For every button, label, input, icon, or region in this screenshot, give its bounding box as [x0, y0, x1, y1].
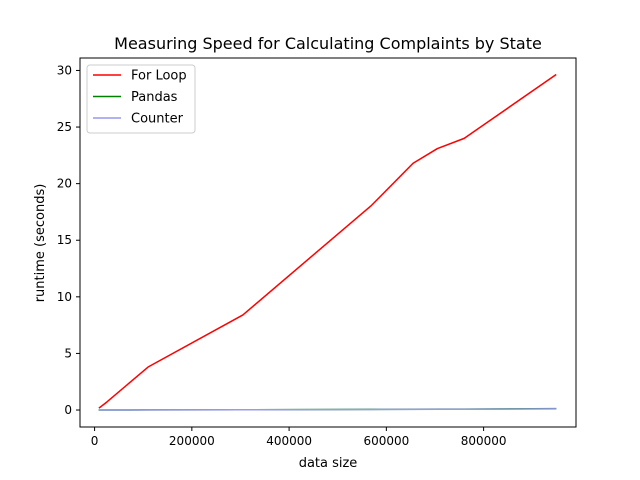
x-tick-label: 600000	[363, 434, 409, 448]
x-axis-ticks: 0 200000 400000 600000 800000	[91, 427, 507, 448]
chart-title: Measuring Speed for Calculating Complain…	[114, 34, 542, 53]
legend-box	[86, 64, 196, 134]
y-tick-label: 0	[64, 403, 72, 417]
x-axis-label: data size	[299, 456, 358, 471]
y-tick-label: 20	[57, 177, 72, 191]
y-axis-label: runtime (seconds)	[33, 184, 48, 303]
x-tick-label: 400000	[266, 434, 312, 448]
y-tick-label: 15	[57, 233, 72, 247]
series-layer	[98, 73, 557, 411]
legend: For Loop Pandas Counter	[86, 64, 196, 134]
plot-area-frame	[79, 57, 577, 428]
y-axis-ticks: 0 5 10 15 20 25 30	[57, 63, 80, 417]
y-tick-label: 10	[57, 290, 72, 304]
legend-label-2: Counter	[131, 112, 184, 127]
y-tick-label: 25	[57, 120, 72, 134]
series-line-2	[98, 408, 557, 411]
series-line-0	[98, 73, 557, 409]
x-tick-label: 800000	[461, 434, 507, 448]
x-tick-label: 0	[91, 434, 99, 448]
legend-label-1: Pandas	[131, 90, 178, 105]
legend-label-0: For Loop	[131, 69, 187, 84]
y-tick-label: 30	[57, 63, 72, 77]
y-tick-label: 5	[64, 346, 72, 360]
x-tick-label: 200000	[169, 434, 215, 448]
